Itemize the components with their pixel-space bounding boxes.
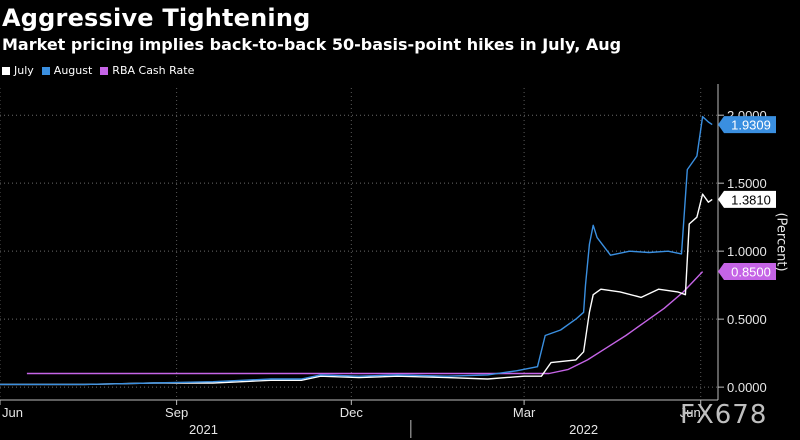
- last-value-badge-bg-august: [718, 116, 776, 134]
- watermark: FX678: [680, 400, 768, 430]
- legend-item-rba-cash-rate: RBA Cash Rate: [100, 64, 194, 77]
- legend-swatch-rba-cash-rate: [100, 66, 109, 75]
- y-axis-label: (Percent): [773, 212, 789, 272]
- last-value-badge-rba-cash-rate: 0.8500: [718, 263, 776, 281]
- x-tick-label-jun-0: Jun: [2, 405, 23, 420]
- last-value-badge-july: 1.3810: [718, 190, 776, 208]
- x-tick-label-sep-1: Sep: [165, 405, 188, 420]
- last-value-label-july: 1.3810: [731, 192, 771, 207]
- last-value-badge-bg-july: [718, 190, 776, 208]
- legend-swatch-august: [41, 66, 50, 75]
- series-line-august: [0, 115, 713, 386]
- last-value-label-august: 1.9309: [731, 118, 771, 133]
- legend-swatch-july: [2, 66, 10, 75]
- x-tick-label-mar-3: Mar: [513, 405, 536, 420]
- year-label-2022: 2022: [569, 422, 598, 437]
- last-value-badge-bg-rba-cash-rate: [718, 263, 776, 281]
- legend-item-august: August: [41, 64, 93, 77]
- y-tick-label-0: 0.0000: [727, 380, 767, 395]
- x-tick-label-dec-2: Dec: [340, 405, 364, 420]
- x-tick-label-jun-4: Jun: [680, 405, 701, 420]
- chart-title: Aggressive Tightening: [2, 4, 311, 32]
- year-label-2021: 2021: [189, 422, 218, 437]
- series-line-rba-cash-rate: [26, 271, 704, 375]
- y-tick-label-2: 1.0000: [727, 244, 767, 259]
- last-value-label-rba-cash-rate: 0.8500: [731, 265, 771, 280]
- legend-item-july: July: [2, 64, 34, 77]
- y-tick-label-1: 0.5000: [727, 312, 767, 327]
- chart-subtitle: Market pricing implies back-to-back 50-b…: [2, 35, 622, 54]
- legend: July August RBA Cash Rate: [2, 64, 194, 77]
- legend-label-rba-cash-rate: RBA Cash Rate: [112, 64, 195, 77]
- series-line-july: [0, 193, 713, 386]
- legend-label-july: July: [14, 64, 34, 77]
- last-value-badge-august: 1.9309: [718, 116, 776, 134]
- y-tick-label-3: 1.5000: [727, 176, 767, 191]
- legend-label-august: August: [53, 64, 93, 77]
